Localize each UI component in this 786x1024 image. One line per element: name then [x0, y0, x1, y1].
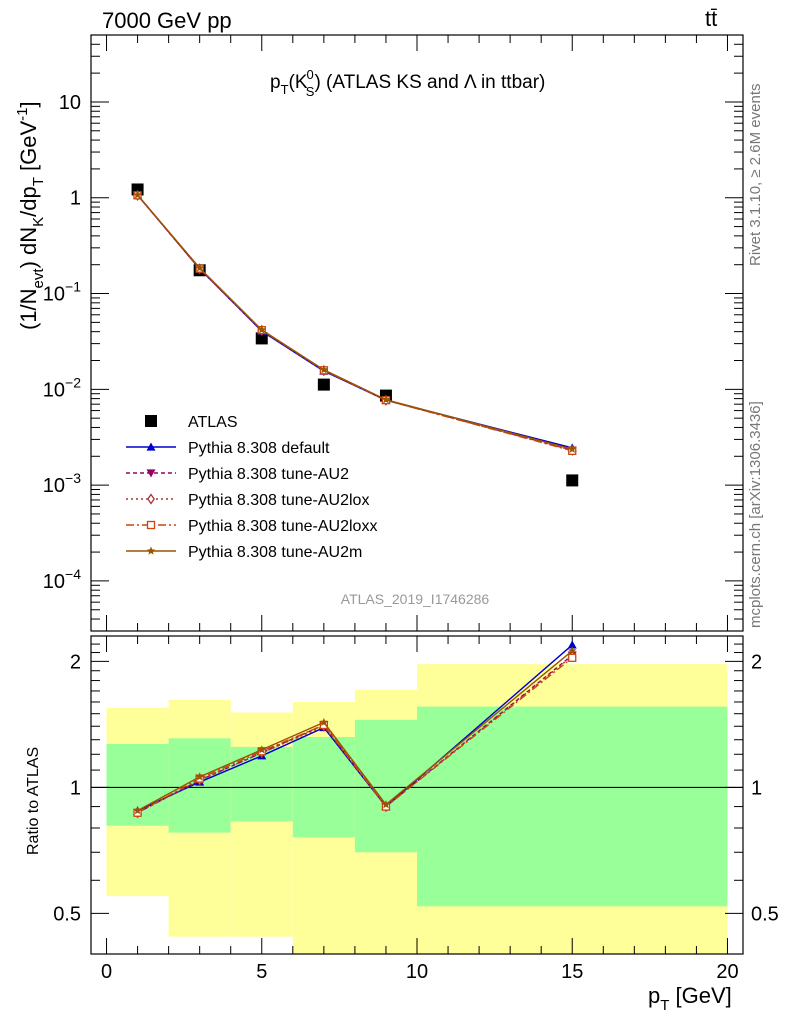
data-point	[319, 365, 329, 374]
data-point	[195, 772, 204, 781]
data-point	[145, 415, 157, 427]
x-tick-label: 0	[101, 961, 112, 983]
y-tick-label: 10−3	[43, 470, 81, 497]
ratio-y-axis-label: Ratio to ATLAS	[25, 747, 42, 855]
ratio-series-line	[137, 657, 573, 814]
x-tick-label: 20	[716, 961, 738, 983]
data-point	[147, 493, 155, 505]
ratio-bands	[106, 664, 728, 954]
data-point	[381, 395, 391, 404]
green-band	[417, 706, 728, 907]
ratio-y-tick-label: 0.5	[751, 903, 779, 925]
legend: ATLAS Pythia 8.308 default Pythia 8.308 tu…	[126, 414, 377, 561]
series-line	[137, 194, 573, 451]
series-line	[137, 194, 573, 451]
y-tick-label: 10−1	[43, 279, 81, 306]
main-panel-frame	[90, 34, 744, 632]
data-point	[568, 646, 577, 655]
y-tick-label: 10−2	[43, 374, 81, 401]
data-point	[257, 325, 266, 334]
ratio-y-tick-label: 1	[751, 777, 762, 799]
data-point	[567, 640, 577, 649]
ratio-y-tick-label: 0.5	[53, 903, 81, 925]
ratio-series-line	[137, 650, 573, 812]
y-tick-label: 1	[70, 188, 81, 210]
legend-label: ATLAS	[188, 414, 238, 431]
data-point	[319, 717, 329, 726]
y-tick-label: 10−4	[43, 566, 81, 593]
data-point	[381, 800, 391, 809]
ratio-panel-series	[133, 640, 577, 819]
x-tick-label: 10	[406, 961, 428, 983]
data-point	[568, 444, 577, 453]
legend-label: Pythia 8.308 tune-AU2m	[188, 544, 362, 561]
data-point	[255, 332, 268, 345]
y-tick-label: 10	[59, 92, 81, 114]
ratio-y-tick-label: 2	[751, 651, 762, 673]
ratio-y-tick-label: 1	[70, 777, 81, 799]
ratio-y-tick-label: 2	[70, 651, 81, 673]
legend-label: Pythia 8.308 tune-AU2loxx	[188, 518, 377, 535]
watermark-label: ATLAS_2019_I1746286	[341, 591, 490, 607]
axis-labels: pT(K0 S) (ATLAS KS and Λ in ttbar) ATLAS_2…	[14, 67, 732, 1014]
header-right-label: tt̄	[705, 6, 718, 31]
data-point	[566, 474, 579, 487]
data-point	[133, 190, 142, 199]
axis-ticks: 10−4 10−3 10−2 10−1 1 10 0 5 10 15 20 0.5 0.5 1 1 2 2	[43, 34, 779, 983]
data-point	[146, 442, 156, 451]
data-point	[133, 806, 142, 815]
data-point	[195, 263, 204, 272]
x-tick-label: 5	[256, 961, 267, 983]
main-panel-series	[131, 183, 579, 487]
data-point	[317, 378, 330, 391]
chart-title: pT(K0 S) (ATLAS KS and Λ in ttbar)	[270, 67, 545, 99]
legend-label: Pythia 8.308 tune-AU2	[188, 466, 349, 483]
x-tick-label: 15	[561, 961, 583, 983]
ratio-series-line	[137, 654, 573, 814]
data-point	[568, 653, 577, 662]
x-axis-label: pT [GeV]	[648, 983, 732, 1014]
series-line	[137, 194, 573, 452]
series-line	[137, 194, 573, 450]
legend-label: Pythia 8.308 default	[188, 440, 330, 457]
data-point	[146, 469, 156, 478]
header-left-label: 7000 GeV pp	[102, 8, 232, 33]
data-point	[257, 745, 266, 754]
legend-label: Pythia 8.308 tune-AU2lox	[188, 492, 369, 509]
data-point	[146, 520, 156, 530]
series-line	[137, 194, 573, 449]
green-band	[354, 719, 417, 853]
data-point	[146, 546, 156, 555]
